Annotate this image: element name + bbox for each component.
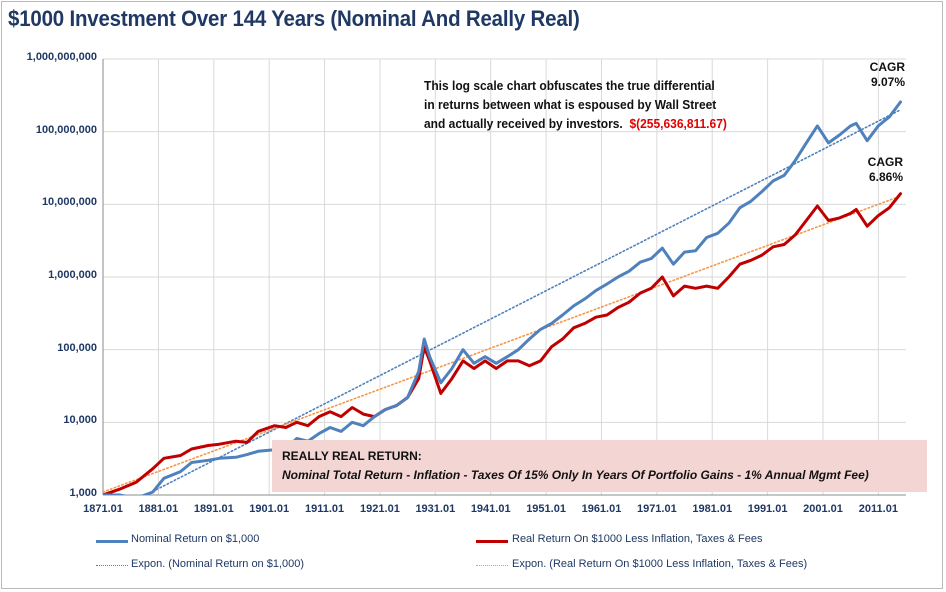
chart-title: $1000 Investment Over 144 Years (Nominal…	[8, 6, 580, 31]
note-line: This log scale chart obfuscates the true…	[424, 79, 715, 93]
x-tick-label: 1901.01	[249, 503, 290, 515]
x-tick-label: 1891.01	[193, 503, 234, 515]
note-value: $(255,636,811.67)	[629, 117, 727, 131]
x-tick-label: 1951.01	[526, 503, 566, 515]
y-tick-label: 1,000	[69, 487, 97, 499]
x-tick-label: 1961.01	[581, 503, 622, 515]
annotation-note: This log scale chart obfuscates the true…	[424, 77, 727, 134]
x-tick-label: 1981.01	[692, 503, 733, 515]
series-line-nominal	[103, 100, 902, 495]
really-real-heading: REALLY REAL RETURN:	[282, 449, 422, 463]
legend-label-real-trend: Expon. (Real Return On $1000 Less Inflat…	[512, 558, 808, 570]
note-line-text: and actually received by investors.	[424, 117, 623, 131]
x-tick-label: 1991.01	[747, 503, 788, 515]
legend-label-nominal-trend: Expon. (Nominal Return on $1,000)	[131, 558, 305, 570]
cagr-real-label: CAGR 6.86%	[843, 155, 903, 185]
series-line-real	[103, 192, 902, 495]
y-tick-label: 1,000,000,000	[26, 51, 97, 63]
cagr-title: CAGR	[867, 155, 903, 169]
x-tick-label: 1931.01	[415, 503, 456, 515]
y-tick-label: 10,000,000	[41, 196, 97, 209]
y-tick-label: 10,000	[63, 414, 97, 427]
really-real-return-box: REALLY REAL RETURN: Nominal Total Return…	[272, 440, 927, 492]
note-line: and actually received by investors. $(25…	[424, 115, 727, 134]
legend-swatch-nominal	[96, 540, 128, 543]
legend-label-real: Real Return On $1000 Less Inflation, Tax…	[512, 533, 763, 545]
trend-line-nominal	[144, 109, 902, 495]
legend-swatch-nominal-trend	[96, 565, 128, 566]
x-tick-label: 1911.01	[304, 503, 345, 515]
cagr-nominal-label: CAGR 9.07%	[845, 60, 905, 90]
x-tick-label: 2011.01	[858, 503, 898, 515]
x-tick-label: 1871.01	[83, 503, 123, 515]
legend-label-nominal: Nominal Return on $1,000	[131, 533, 260, 545]
x-tick-label: 1881.01	[138, 503, 179, 515]
x-tick-label: 1971.01	[636, 503, 677, 515]
x-tick-label: 1941.01	[470, 503, 511, 515]
x-tick-label: 1921.01	[360, 503, 400, 515]
cagr-value: 9.07%	[870, 75, 905, 89]
y-tick-label: 100,000,000	[35, 123, 97, 136]
legend-swatch-real	[476, 540, 508, 543]
y-tick-label: 1,000,000	[48, 269, 97, 281]
legend-swatch-real-trend	[476, 565, 508, 566]
cagr-title: CAGR	[869, 60, 905, 74]
x-tick-label: 2001.01	[803, 503, 843, 515]
cagr-value: 6.86%	[868, 170, 903, 184]
y-tick-label: 100,000	[57, 341, 97, 354]
really-real-description: Nominal Total Return - Inflation - Taxes…	[282, 468, 869, 482]
note-line: in returns between what is espoused by W…	[424, 98, 717, 112]
